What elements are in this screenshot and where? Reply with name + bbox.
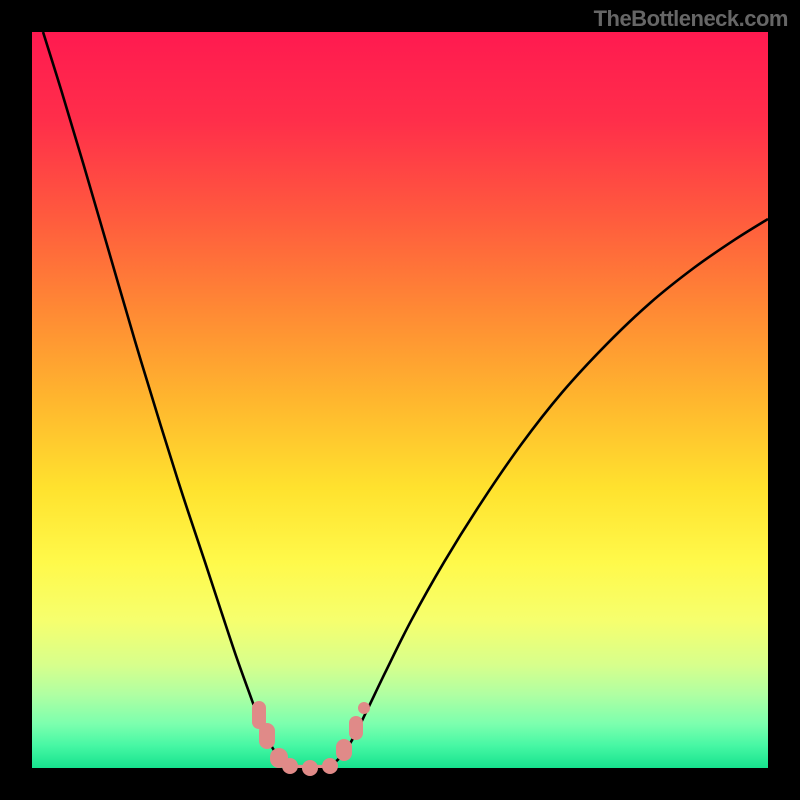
marker-6	[336, 739, 352, 761]
marker-5	[322, 758, 338, 774]
marker-4	[302, 760, 318, 776]
marker-8	[358, 702, 370, 714]
left-curve	[43, 32, 290, 767]
curve-layer	[32, 32, 768, 768]
marker-1	[259, 723, 275, 749]
marker-3	[282, 758, 298, 774]
chart-stage: TheBottleneck.com	[0, 0, 800, 800]
right-curve	[330, 219, 768, 767]
marker-7	[349, 716, 363, 740]
watermark-text: TheBottleneck.com	[594, 6, 788, 32]
plot-area	[32, 32, 768, 768]
